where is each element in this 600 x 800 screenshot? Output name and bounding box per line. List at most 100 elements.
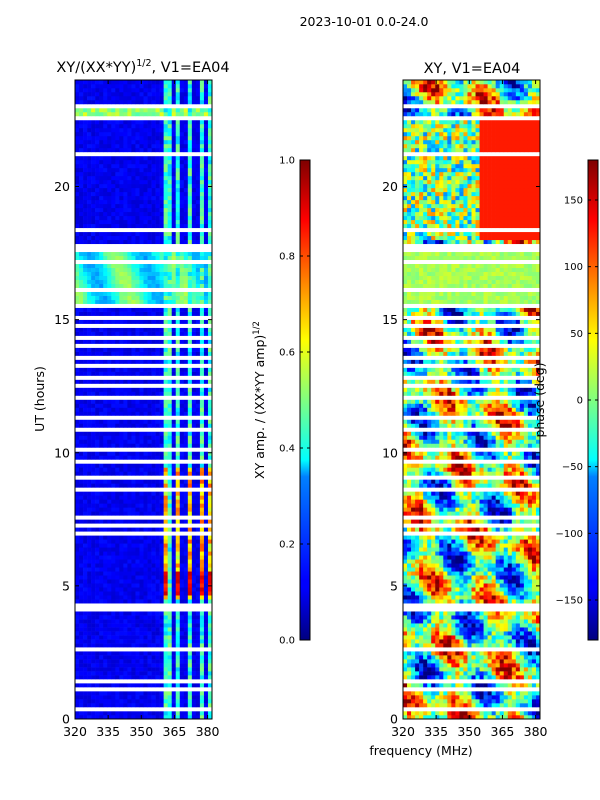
heatmap-cell [143,667,148,672]
heatmap-cell [183,271,189,276]
heatmap-cell [179,623,185,628]
heatmap-cell [203,399,209,404]
heatmap-cell [163,87,168,93]
heatmap-cell [91,563,96,568]
heatmap-cell [179,127,185,133]
heatmap-cell [159,99,164,105]
heatmap-cell [171,339,177,344]
heatmap-cell [155,611,160,616]
heatmap-cell [95,311,100,316]
heatmap-cell [535,663,541,668]
heatmap-cell [95,467,100,472]
heatmap-cell [183,119,189,125]
heatmap-cell [159,623,164,628]
heatmap-cell [91,235,96,241]
heatmap-cell [163,171,168,177]
heatmap-cell [131,619,136,624]
heatmap-cell [135,107,140,113]
heatmap-cell [183,391,189,396]
heatmap-cell [167,631,173,636]
heatmap-cell [483,671,488,676]
heatmap-cell [515,659,521,664]
heatmap-cell [403,655,408,660]
heatmap-cell [203,171,209,177]
heatmap-cell [107,483,112,488]
heatmap-cell [159,711,164,716]
heatmap-cell [159,387,164,392]
heatmap-cell [187,199,193,205]
heatmap-cell [107,543,112,548]
heatmap-cell [127,491,132,496]
heatmap-cell [467,635,472,640]
heatmap-cell [83,499,88,504]
heatmap-cell [119,683,124,688]
heatmap-cell [127,691,132,696]
heatmap-cell [195,575,201,580]
heatmap-cell [471,659,476,664]
heatmap-cell [147,143,152,149]
heatmap-cell [139,579,144,584]
heatmap-cell [159,155,164,161]
heatmap-cell [183,451,189,456]
heatmap-cell [207,627,213,632]
heatmap-cell [135,547,140,552]
heatmap-cell [167,187,173,193]
heatmap-cell [191,107,197,113]
heatmap-cell [415,635,420,640]
heatmap-cell [191,163,197,169]
heatmap-cell [115,87,120,93]
heatmap-cell [75,559,80,564]
flagged-row [75,227,212,233]
heatmap-cell [167,131,173,137]
heatmap-cell [431,683,436,688]
heatmap-cell [147,455,152,460]
heatmap-cell [447,663,452,668]
heatmap-cell [115,571,120,576]
heatmap-cell [115,219,120,225]
heatmap-cell [75,403,80,408]
heatmap-cell [175,667,181,672]
heatmap-cell [531,659,537,664]
heatmap-cell [475,683,480,688]
heatmap-cell [195,431,201,436]
heatmap-cell [187,331,193,336]
heatmap-cell [79,423,84,428]
heatmap-cell [135,519,140,524]
flagged-row [75,427,212,432]
heatmap-cell [79,179,84,185]
heatmap-cell [131,235,136,241]
heatmap-cell [107,503,112,508]
heatmap-cell [199,207,205,213]
heatmap-cell [75,235,80,241]
heatmap-cell [135,223,140,229]
heatmap-cell [107,595,112,600]
heatmap-cell [407,639,412,644]
heatmap-cell [91,691,96,696]
heatmap-cell [463,639,468,644]
heatmap-cell [203,263,209,269]
heatmap-cell [499,711,505,716]
heatmap-cell [83,471,88,476]
heatmap-cell [147,635,152,640]
heatmap-cell [107,683,112,688]
heatmap-cell [207,267,213,272]
heatmap-cell [207,527,213,532]
heatmap-cell [195,267,201,272]
heatmap-cell [107,80,112,85]
heatmap-cell [139,483,144,488]
heatmap-cell [151,239,156,245]
heatmap-cell [139,171,144,177]
heatmap-cell [171,159,177,165]
heatmap-cell [135,571,140,576]
heatmap-cell [187,471,193,476]
heatmap-cell [95,691,100,696]
heatmap-cell [87,675,92,680]
heatmap-cell [103,643,108,648]
heatmap-cell [431,671,436,676]
heatmap-cell [95,627,100,632]
heatmap-cell [151,283,156,288]
heatmap-cell [175,291,181,296]
heatmap-cell [87,435,92,440]
heatmap-cell [123,207,128,213]
heatmap-cell [191,699,197,704]
